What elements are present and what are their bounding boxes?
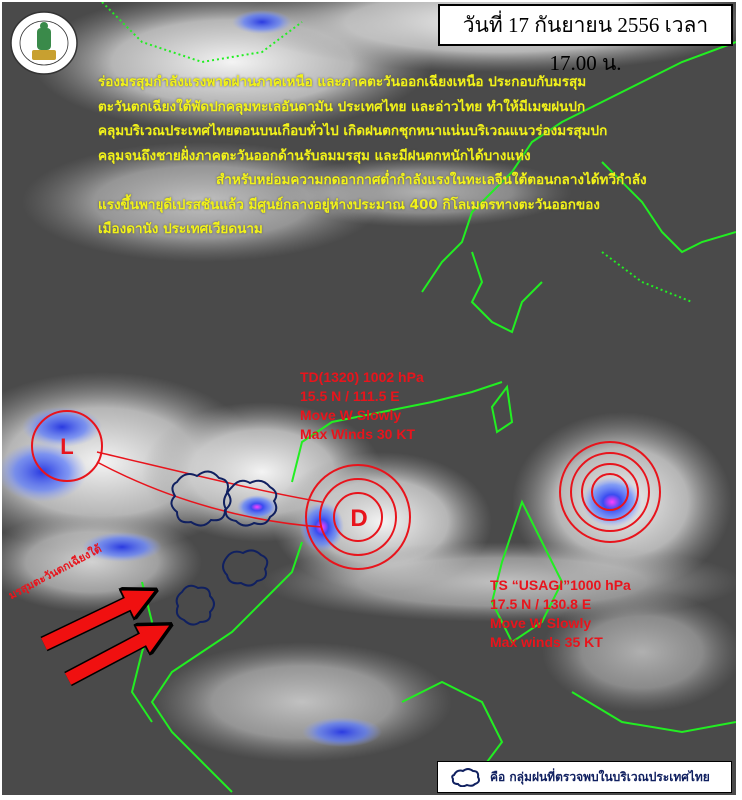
depression-max-winds: Max Winds 30 KT (300, 426, 416, 442)
storm-max-winds: Max winds 35 KT (490, 634, 603, 650)
legend-text: คือ กลุ่มฝนที่ตรวจพบในบริเวณประเทศไทย (490, 769, 710, 784)
depression-info: TD(1320) 1002 hPa 15.5 N / 111.5 E Move … (300, 368, 424, 444)
description-line: คลุมบริเวณประเทศไทยตอนบนเกือบทั่วไป เกิด… (98, 123, 608, 139)
description-line: เมืองดานัง ประเทศเวียดนาม (98, 221, 263, 237)
coastlines (101, 2, 736, 793)
date-time-label: วันที่ 17 กันยายน 2556 เวลา 17.00 น. (438, 4, 733, 75)
description-line: สำหรับหย่อมความกดอากาศต่ำกำลังแรงในทะเลจ… (216, 172, 647, 188)
rain-cluster-outlines (170, 470, 278, 626)
description-line: แรงขึ้นพายุดีเปรสชันแล้ว มีศูนย์กลางอยู่… (98, 196, 600, 213)
meteorological-department-logo (10, 11, 78, 75)
description-line: ตะวันตกเฉียงใต้พัดปกคลุมทะเลอันดามัน ประ… (98, 98, 586, 115)
description-line: คลุมจนถึงชายฝั่งภาคตะวันออกด้านรับลมมรสุ… (98, 147, 531, 164)
storm-movement: Move W Slowly (490, 615, 592, 631)
cloud-cover (2, 2, 736, 762)
depression-name-pressure: TD(1320) 1002 hPa (300, 369, 424, 385)
depression-movement: Move W Slowly (300, 407, 402, 423)
trough-lines (96, 451, 323, 528)
storm-usagi-info: TS “USAGI”1000 hPa 17.5 N / 130.8 E Move… (490, 576, 631, 652)
legend: คือ กลุ่มฝนที่ตรวจพบในบริเวณประเทศไทย (437, 761, 732, 793)
storm-name-pressure: TS “USAGI”1000 hPa (490, 577, 631, 593)
description-line: ร่องมรสุมกำลังแรงพาดผ่านภาคเหนือ และภาคต… (98, 74, 587, 90)
weather-description: ร่องมรสุมกำลังแรงพาดผ่านภาคเหนือ และภาคต… (98, 70, 738, 242)
monsoon-arrows (40, 597, 157, 687)
depression-circles (305, 464, 411, 570)
low-pressure-circle (31, 410, 103, 482)
cloud-outline-icon (451, 768, 480, 787)
depression-position: 15.5 N / 111.5 E (300, 388, 400, 404)
typhoon-usagi-circles (559, 441, 661, 543)
low-symbol: L (60, 434, 73, 459)
storm-position: 17.5 N / 130.8 E (490, 596, 592, 612)
depression-symbol: D (350, 505, 367, 532)
